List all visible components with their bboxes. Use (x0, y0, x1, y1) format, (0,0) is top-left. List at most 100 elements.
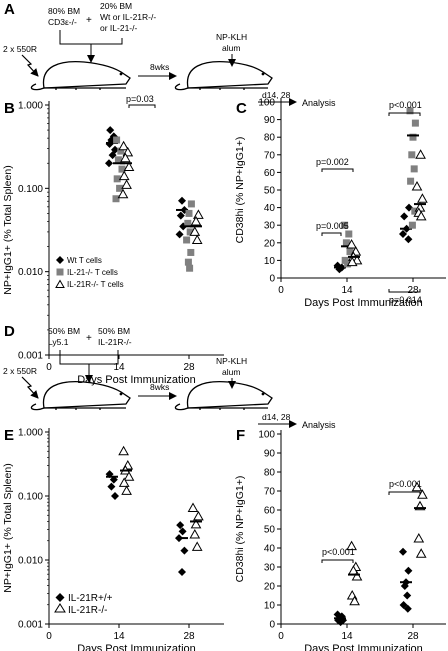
panel-c-point-il-21-t-cells (408, 151, 416, 159)
panel-f-point-il-21r (399, 547, 407, 556)
panel-letter-a: A (4, 1, 15, 18)
panel-e-point-il-21r (176, 521, 185, 530)
panel-d-wait: 8wks (150, 382, 169, 392)
panel-c-y-tick-label: 90 (264, 115, 276, 126)
panel-b-point-il-21r-t-cells (123, 161, 135, 172)
legend-il21-marker (56, 268, 64, 276)
panel-e-y-tick-label: 0.010 (18, 556, 43, 567)
panel-c-point-il-21r-t-cells (346, 239, 357, 249)
panel-b-y-tick-label: 1.000 (18, 101, 43, 112)
panel-d-irradiation: 2 x 550R (3, 366, 37, 376)
panel-e-point-il-21r (189, 529, 201, 539)
panel-b-point-wt-t-cells (175, 230, 184, 239)
panel-e-x-tick-label: 0 (46, 631, 52, 642)
panel-b-point-il-21-t-cells (112, 195, 120, 203)
panel-c-x-tick-label: 0 (278, 285, 284, 296)
panel-e-point-il-21r (180, 546, 189, 555)
panel-d-analysis: Analysis (302, 420, 336, 430)
panel-f-y-tick-label: 30 (264, 563, 276, 574)
panel-b-x-tick-label: 28 (183, 362, 195, 373)
panel-f-x-tick-label: 14 (341, 631, 353, 642)
panel-b-y-tick-label: 0.001 (18, 351, 43, 362)
panel-f-y-tick-label: 10 (264, 601, 276, 612)
panel-e-point-il-21r (178, 527, 187, 536)
panel-d-lightning-icon (21, 376, 39, 399)
panel-c-x-tick-label: 14 (341, 285, 353, 296)
panel-b-point-il-21r-t-cells (189, 226, 201, 236)
panel-b-point-il-21r-t-cells (121, 179, 132, 189)
panel-b-point-il-21r-t-cells (190, 215, 202, 226)
panel-c-y-tick-label: 100 (258, 98, 275, 109)
panel-c-bracket-2 (321, 232, 342, 236)
panel-f-y-tick-label: 60 (264, 506, 276, 517)
panel-b-x-tick-label: 14 (113, 362, 125, 373)
panel-e-y-axis-label: NP+IgG1+ (% Total Spleen) (2, 463, 14, 592)
panel-b-sig-bracket (128, 104, 156, 108)
panel-b-point-il-21r-t-cells (193, 209, 204, 219)
panel-b-point-wt-t-cells (178, 196, 186, 205)
panel-f-point-il-21r (346, 540, 357, 551)
panel-a-immunization-line2: alum (222, 43, 240, 53)
panel-a-analysis: Analysis (302, 98, 336, 108)
panel-b-point-il-21r-t-cells (117, 188, 129, 199)
panel-b-point-il-21r-t-cells (118, 170, 130, 181)
panel-f-x-tick-label: 0 (278, 631, 284, 642)
panel-a-box-right-line1: 20% BM (100, 1, 132, 11)
panel-c-point-il-21-t-cells (411, 207, 419, 215)
panel-b-pvalue: p=0.03 (126, 94, 154, 104)
legend-il21r-marker (55, 279, 65, 288)
panel-b-legend: Wt T cells IL-21-/- T cells IL-21R-/- T … (55, 256, 124, 289)
panel-e-point-il-21r (121, 485, 132, 495)
panel-b-point-il-21-t-cells (187, 200, 195, 208)
panel-b-point-il-21-t-cells (186, 264, 194, 272)
panel-d-plus: + (86, 333, 92, 344)
panel-b-point-il-21r-t-cells (191, 234, 203, 244)
panel-e-x-axis-label: Days Post Immunization (77, 643, 196, 651)
legend-il21r-label: IL-21R-/- T cells (67, 280, 124, 289)
panel-f-y-tick-label: 20 (264, 582, 276, 593)
panel-b-y-tick-label: 0.100 (18, 184, 43, 195)
panel-c-point-il-21-t-cells (344, 260, 352, 268)
panel-c-x-axis-label: Days Post Immunization (304, 297, 423, 309)
panel-d-box-left-line2: Ly5.1 (48, 337, 69, 347)
legend-wt-marker (56, 256, 64, 264)
panel-c-point-il-21r-t-cells (417, 193, 428, 203)
panel-a-mouse-1-icon (30, 60, 131, 91)
panel-a-box-right-line3: or IL-21-/- (100, 23, 137, 33)
legend-il21-label: IL-21-/- T cells (67, 268, 118, 277)
panel-c-point-il-21r-t-cells (415, 149, 426, 159)
panel-d-immunization-line1: NP-KLH (216, 356, 247, 366)
panel-f-pvalue-1: p<0.001 (322, 547, 355, 557)
panel-c-point-il-21-t-cells (342, 239, 350, 247)
panel-b-point-wt-t-cells (108, 151, 117, 160)
panel-f-point-il-21r (403, 604, 412, 613)
panel-c-point-il-21-t-cells (341, 256, 349, 264)
panel-b-point-il-21-t-cells (113, 175, 121, 183)
panel-b-point-il-21-t-cells (186, 228, 194, 236)
panel-c-point-il-21-t-cells (407, 177, 415, 185)
panel-b-point-il-21-t-cells (117, 147, 125, 155)
panel-c-y-tick-label: 80 (264, 133, 276, 144)
panel-f-y-tick-label: 90 (264, 449, 276, 460)
legend-il21r-wt-label: IL-21R+/+ (68, 593, 113, 604)
panel-f-point-il-21r (351, 570, 363, 581)
panel-c-bracket-3 (388, 112, 421, 116)
panel-a-lightning-icon (21, 54, 39, 77)
panel-f-y-tick-label: 50 (264, 525, 276, 536)
panel-b-point-wt-t-cells (106, 126, 115, 135)
panel-e-point-il-21r (187, 502, 199, 512)
panel-b-point-il-21r-t-cells (120, 152, 131, 163)
panel-d-schematic: D 50% BM Ly5.1 + 50% BM IL-21R-/- 2 x 55… (3, 323, 336, 430)
panel-f-point-il-21r (411, 481, 423, 492)
panel-e-x-tick-label: 28 (183, 631, 195, 642)
panel-c-y-tick-label: 40 (264, 203, 276, 214)
panel-c-point-il-21r-t-cells (411, 180, 423, 191)
panel-b-point-il-21-t-cells (118, 165, 126, 173)
panel-b-point-il-21-t-cells (116, 184, 124, 192)
panel-f-y-tick-label: 40 (264, 544, 276, 555)
